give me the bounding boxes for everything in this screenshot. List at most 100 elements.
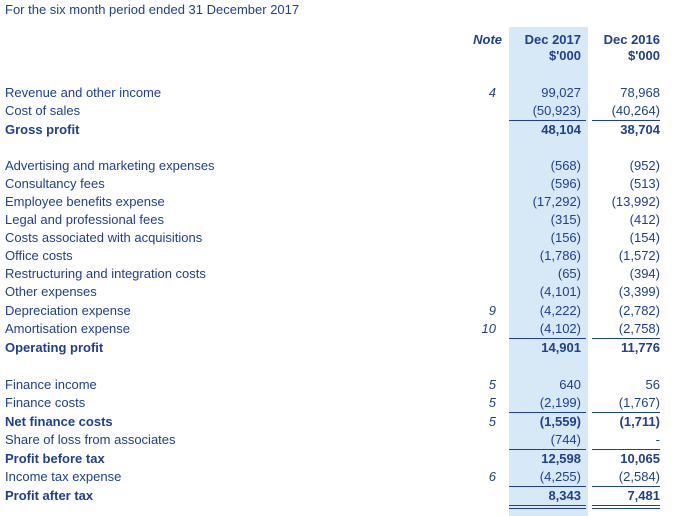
table-row: Office costs (1,786) (1,572)	[0, 247, 681, 265]
table-row: Legal and professional fees (315) (412)	[0, 211, 681, 229]
table-row: Operating profit 14,901 11,776	[0, 339, 681, 357]
row-label: Cost of sales	[5, 103, 81, 118]
value-2016: 38,704	[620, 122, 660, 137]
dec2017-column-highlight	[509, 27, 588, 516]
dec2017-header-unit: $'000	[548, 48, 581, 63]
row-label: Legal and professional fees	[5, 212, 165, 227]
value-2017: (1,786)	[539, 248, 581, 263]
value-2017: (1,559)	[539, 414, 581, 429]
note-column-header: Note	[440, 32, 502, 48]
value-2016: (2,584)	[618, 469, 660, 484]
subtotal-rule-2016	[592, 486, 660, 487]
table-row: Revenue and other income 4 99,027 78,968	[0, 84, 681, 102]
subtotal-rule-2016	[592, 412, 660, 413]
table-row: Share of loss from associates (744) -	[0, 431, 681, 449]
value-2016: (1,767)	[618, 395, 660, 410]
table-row: Finance costs 5 (2,199) (1,767)	[0, 394, 681, 412]
subtotal-rule-2017	[509, 120, 586, 121]
row-label: Profit after tax	[5, 488, 94, 503]
row-label: Depreciation expense	[5, 303, 131, 318]
value-2016: 11,776	[620, 340, 660, 355]
value-2017: (4,102)	[539, 321, 581, 336]
row-label: Income tax expense	[5, 469, 122, 484]
value-2017: 48,104	[541, 122, 581, 137]
row-label: Profit before tax	[5, 451, 105, 466]
row-label: Employee benefits expense	[5, 194, 165, 209]
value-2017: (568)	[550, 158, 581, 173]
subtotal-rule-2017	[509, 449, 586, 450]
value-2017: 12,598	[541, 451, 581, 466]
value-2017: (65)	[557, 266, 581, 281]
table-row: Costs associated with acquisitions (156)…	[0, 229, 681, 247]
dec2017-column-header: Dec 2017 $'000	[509, 32, 581, 64]
row-label: Costs associated with acquisitions	[5, 230, 203, 245]
row-note: 6	[488, 469, 496, 484]
row-note: 5	[488, 377, 496, 392]
table-row: Amortisation expense 10 (4,102) (2,758)	[0, 320, 681, 338]
subtotal-rule-2017	[509, 412, 586, 413]
total-double-rule-top-2016	[592, 505, 660, 506]
row-label: Gross profit	[5, 122, 80, 137]
row-note: 5	[488, 395, 496, 410]
dec2017-header-period: Dec 2017	[524, 32, 581, 47]
value-2017: 99,027	[541, 85, 581, 100]
row-label: Finance costs	[5, 395, 86, 410]
value-2016: 56	[645, 377, 660, 392]
value-2017: (596)	[550, 176, 581, 191]
row-label: Share of loss from associates	[5, 432, 176, 447]
value-2016: -	[655, 432, 660, 447]
dec2016-header-period: Dec 2016	[603, 32, 660, 47]
value-2017: 8,343	[548, 488, 581, 503]
subtotal-rule-2017	[509, 486, 586, 487]
row-label: Operating profit	[5, 340, 104, 355]
row-label: Office costs	[5, 248, 73, 263]
table-row: Finance income 5 640 56	[0, 376, 681, 394]
value-2016: (513)	[629, 176, 660, 191]
value-2016: 10,065	[620, 451, 660, 466]
table-row: Profit before tax 12,598 10,065	[0, 450, 681, 468]
total-double-rule-bottom-2016	[592, 508, 660, 509]
value-2016: (154)	[629, 230, 660, 245]
table-row: Profit after tax 8,343 7,481	[0, 487, 681, 505]
value-2016: (13,992)	[611, 194, 660, 209]
table-row: Employee benefits expense (17,292) (13,9…	[0, 193, 681, 211]
value-2017: (50,923)	[532, 103, 581, 118]
table-row: Advertising and marketing expenses (568)…	[0, 157, 681, 175]
total-double-rule-bottom-2017	[509, 508, 586, 509]
total-double-rule-top-2017	[509, 505, 586, 506]
row-label: Restructuring and integration costs	[5, 266, 206, 281]
value-2016: (952)	[629, 158, 660, 173]
statement-period-heading: For the six month period ended 31 Decemb…	[5, 2, 300, 17]
value-2016: (2,782)	[618, 303, 660, 318]
value-2017: (156)	[550, 230, 581, 245]
table-row: Consultancy fees (596) (513)	[0, 175, 681, 193]
row-note: 9	[488, 303, 496, 318]
row-label: Consultancy fees	[5, 176, 105, 191]
table-row: Other expenses (4,101) (3,399)	[0, 283, 681, 301]
value-2017: (4,255)	[539, 469, 581, 484]
value-2016: (40,264)	[611, 103, 660, 118]
subtotal-rule-2016	[592, 449, 660, 450]
note-header-label: Note	[473, 32, 502, 47]
subtotal-rule-2016	[592, 120, 660, 121]
value-2016: 7,481	[627, 488, 660, 503]
value-2017: (17,292)	[532, 194, 581, 209]
row-label: Finance income	[5, 377, 97, 392]
row-note: 10	[481, 321, 496, 336]
value-2016: (3,399)	[618, 284, 660, 299]
value-2017: (4,222)	[539, 303, 581, 318]
row-label: Advertising and marketing expenses	[5, 158, 215, 173]
value-2017: (4,101)	[539, 284, 581, 299]
row-label: Amortisation expense	[5, 321, 131, 336]
table-row: Gross profit 48,104 38,704	[0, 121, 681, 139]
table-row: Net finance costs 5 (1,559) (1,711)	[0, 413, 681, 431]
table-row: Income tax expense 6 (4,255) (2,584)	[0, 468, 681, 486]
row-label: Revenue and other income	[5, 85, 162, 100]
value-2016: (412)	[629, 212, 660, 227]
value-2016: (2,758)	[618, 321, 660, 336]
table-row: Restructuring and integration costs (65)…	[0, 265, 681, 283]
row-label: Other expenses	[5, 284, 97, 299]
row-label: Net finance costs	[5, 414, 113, 429]
value-2016: 78,968	[620, 85, 660, 100]
row-note: 4	[488, 85, 496, 100]
